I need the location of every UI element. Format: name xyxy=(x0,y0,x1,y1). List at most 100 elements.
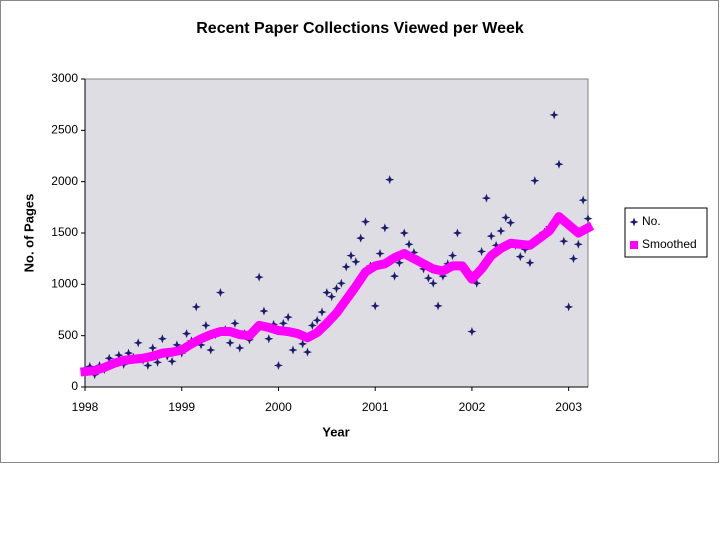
data-point xyxy=(317,307,327,317)
x-tick-label: 2003 xyxy=(555,400,582,414)
data-point xyxy=(394,258,404,268)
data-point xyxy=(564,302,574,312)
data-point xyxy=(230,318,240,328)
data-point xyxy=(433,301,443,311)
data-point xyxy=(525,258,535,268)
data-point xyxy=(515,252,525,262)
data-point xyxy=(409,248,419,258)
data-point xyxy=(332,283,341,293)
data-point xyxy=(264,334,274,344)
data-point xyxy=(196,340,206,350)
data-point xyxy=(506,218,516,228)
data-point xyxy=(477,246,487,256)
data-point xyxy=(206,345,216,355)
y-tick-label: 1500 xyxy=(51,225,78,239)
data-point xyxy=(351,257,361,267)
x-tick-label: 2002 xyxy=(459,400,486,414)
y-tick-label: 0 xyxy=(71,379,78,393)
data-point xyxy=(404,239,414,249)
data-point xyxy=(153,357,163,367)
x-tick-label: 1999 xyxy=(168,400,195,414)
data-point xyxy=(578,195,588,205)
data-point xyxy=(375,249,385,259)
data-point xyxy=(472,278,482,288)
data-point xyxy=(568,254,578,264)
data-point xyxy=(327,292,337,302)
data-point xyxy=(438,271,448,281)
y-tick-label: 1000 xyxy=(51,277,78,291)
data-point xyxy=(259,306,269,316)
data-point xyxy=(336,278,346,288)
data-point xyxy=(124,348,134,358)
data-point xyxy=(486,231,496,241)
data-point xyxy=(559,236,569,246)
data-point xyxy=(549,110,559,120)
data-point xyxy=(491,240,501,250)
x-tick-label: 1998 xyxy=(72,400,99,414)
data-point xyxy=(467,327,477,337)
data-point xyxy=(298,339,308,349)
data-point xyxy=(554,159,564,169)
data-point xyxy=(346,251,356,261)
x-tick-label: 2001 xyxy=(362,400,389,414)
data-point xyxy=(157,334,167,344)
legend-label: No. xyxy=(642,214,661,228)
y-tick-label: 2000 xyxy=(51,174,78,188)
data-point xyxy=(341,262,351,272)
data-point xyxy=(104,353,114,363)
data-point xyxy=(399,228,409,238)
data-point xyxy=(191,302,201,312)
data-point xyxy=(356,233,366,243)
data-point xyxy=(167,356,177,366)
data-point xyxy=(452,228,462,238)
legend-box xyxy=(624,207,708,258)
data-point xyxy=(225,338,235,348)
data-point xyxy=(423,273,433,283)
chart-title: Recent Paper Collections Viewed per Week xyxy=(196,20,524,37)
data-point xyxy=(307,320,317,330)
data-point xyxy=(390,271,400,281)
x-tick-label: 2000 xyxy=(265,400,292,414)
data-point xyxy=(370,301,380,311)
data-point xyxy=(302,347,312,357)
y-axis-label: No. of Pages xyxy=(21,194,36,273)
data-point xyxy=(278,318,288,328)
data-point xyxy=(573,239,583,249)
data-point xyxy=(215,288,225,298)
data-point xyxy=(148,343,158,353)
data-point xyxy=(85,361,95,371)
data-point xyxy=(273,360,283,370)
data-point xyxy=(428,278,438,288)
data-point xyxy=(283,312,293,322)
legend-marker xyxy=(629,217,639,227)
data-point xyxy=(312,315,322,325)
data-point xyxy=(448,251,458,261)
y-tick-label: 3000 xyxy=(51,71,78,85)
data-point xyxy=(419,264,429,274)
y-tick-label: 500 xyxy=(58,328,78,342)
data-point xyxy=(182,329,192,339)
data-point xyxy=(380,223,390,233)
data-point xyxy=(583,214,593,224)
data-point xyxy=(143,360,153,370)
data-point xyxy=(481,193,491,203)
legend-marker xyxy=(630,241,638,249)
data-point xyxy=(254,272,264,282)
legend-label: Smoothed xyxy=(642,237,697,251)
data-point xyxy=(496,226,506,236)
data-point xyxy=(520,244,530,254)
data-point xyxy=(235,343,245,353)
data-point xyxy=(322,288,332,298)
y-tick-label: 2500 xyxy=(51,123,78,137)
data-point xyxy=(385,175,395,185)
plot-area xyxy=(84,78,589,388)
data-point xyxy=(288,345,298,355)
data-point xyxy=(201,320,211,330)
data-point xyxy=(501,213,511,223)
data-point xyxy=(114,350,124,360)
x-axis-label: Year xyxy=(322,424,349,439)
data-point xyxy=(361,217,371,227)
smoothed-line xyxy=(80,212,595,377)
